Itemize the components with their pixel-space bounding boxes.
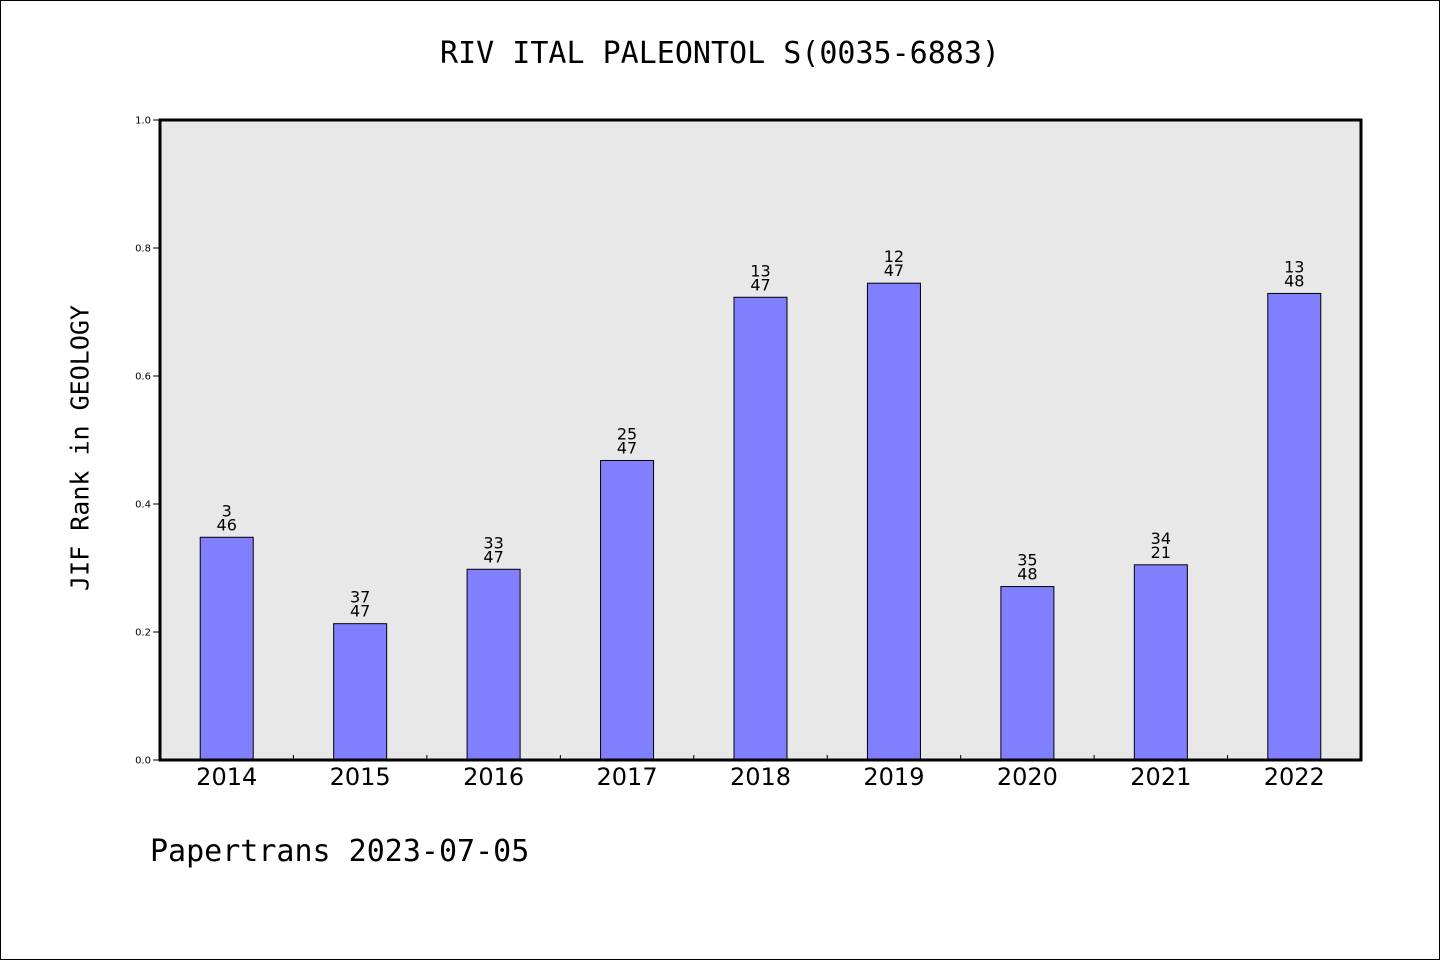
bar-label-rank: 3 [222,501,232,520]
bar-label-total: 46 [217,515,237,534]
bar-2022 [1267,292,1322,761]
x-axis: 2014 2015 2016 2017 2018 2019 2020 2021 2022 [196,755,1325,791]
y-tick-label: 0.4 [135,500,151,511]
bar-2015 [333,623,388,761]
bar-label-total: 47 [483,547,503,566]
x-tick-label: 2019 [863,763,924,791]
y-tick-label: 0.6 [135,372,151,383]
bar-2018 [733,296,788,761]
bar-2020 [1000,586,1055,761]
x-tick-label: 2018 [730,763,791,791]
bar-label-rank: 33 [483,533,503,552]
bar-label-total: 47 [750,275,770,294]
x-tick-label: 2021 [1130,763,1191,791]
bar-2016 [466,568,521,761]
y-axis: 0.0 0.2 0.4 0.6 0.8 1.0 [135,116,160,767]
bar-label-rank: 12 [884,247,904,266]
chart-title: RIV ITAL PALEONTOL S(0035-6883) [440,36,1000,71]
bar-2019 [866,282,921,761]
x-tick-label: 2016 [463,763,524,791]
x-tick-label: 2014 [196,763,257,791]
bar-label-total: 47 [884,261,904,280]
y-tick-label: 0.8 [135,244,151,255]
x-tick-label: 2015 [330,763,391,791]
bar-label-rank: 37 [350,588,370,607]
bar-label-rank: 35 [1017,551,1037,570]
bar-label-rank: 34 [1151,529,1171,548]
bar-2021 [1133,564,1188,761]
footer-note: Papertrans 2023-07-05 [150,834,530,869]
plot-border [158,118,1363,762]
bar-label-rank: 13 [750,261,770,280]
x-tick-label: 2020 [997,763,1058,791]
bar-label-total: 48 [1017,565,1037,584]
bar-label-total: 48 [1284,271,1304,290]
bar-label-rank: 13 [1284,257,1304,276]
bar-label-rank: 25 [617,424,637,443]
y-tick-label: 0.2 [135,628,151,639]
y-tick-label: 1.0 [135,116,151,127]
x-tick-label: 2022 [1264,763,1325,791]
bar-2017 [600,459,655,761]
bar-label-total: 21 [1151,543,1171,562]
bar-label-total: 47 [350,602,370,621]
bar-label-total: 47 [617,438,637,457]
bar-2014 [199,536,254,761]
x-tick-label: 2017 [597,763,658,791]
y-tick-label: 0.0 [135,756,151,767]
